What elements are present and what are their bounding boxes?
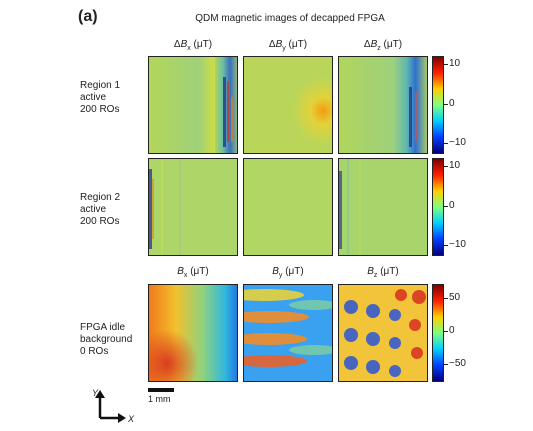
row-label-region2: Region 2 active 200 ROs: [80, 192, 121, 227]
col-header-dbx: ΔBx (μT): [173, 39, 213, 52]
row-label-region1: Region 1 active 200 ROs: [80, 80, 121, 115]
panel-label: (a): [78, 8, 98, 25]
col-header-bz: Bz (μT): [367, 266, 399, 279]
axis-label-x: X: [128, 414, 135, 424]
colorbar-idle-tick-bottom: −50: [449, 358, 466, 369]
map-region1-dby: [243, 56, 333, 154]
col-header-bx: Bx (μT): [177, 266, 209, 279]
scale-bar: [148, 388, 174, 392]
map-region1-dbz: [338, 56, 428, 154]
axis-arrows-icon: [95, 390, 126, 423]
colorbar-region2-tick-top: 10: [449, 160, 461, 171]
map-idle-bx: [148, 284, 238, 382]
col-header-dbz: ΔBz (μT): [363, 39, 403, 52]
scale-bar-label: 1 mm: [148, 394, 171, 404]
colorbar-idle-tick-mid: 0: [449, 325, 455, 336]
map-region1-dbx: [148, 56, 238, 154]
colorbar-idle-tick-top: 50: [449, 292, 461, 303]
colorbar-region1-tick-mid: 0: [449, 98, 455, 109]
colorbar-region2-tick-bottom: −10: [449, 239, 466, 250]
col-header-dby: ΔBy (μT): [268, 39, 308, 52]
map-idle-bz: [338, 284, 428, 382]
colorbar-idle: [432, 284, 444, 382]
row-label-idle: FPGA idle background 0 ROs: [80, 322, 133, 357]
colorbar-region2-tick-mid: 0: [449, 200, 455, 211]
colorbar-region2: [432, 158, 444, 256]
col-header-by: By (μT): [272, 266, 304, 279]
map-region2-dbx: [148, 158, 238, 256]
colorbar-region1-tick-bottom: −10: [449, 137, 466, 148]
colorbar-region1-tick-top: 10: [449, 58, 461, 69]
map-idle-by: [243, 284, 333, 382]
colorbar-region1: [432, 56, 444, 154]
map-region2-dbz: [338, 158, 428, 256]
map-region2-dby: [243, 158, 333, 256]
axis-label-y: Y: [92, 388, 99, 398]
figure-title: QDM magnetic images of decapped FPGA: [195, 13, 385, 24]
